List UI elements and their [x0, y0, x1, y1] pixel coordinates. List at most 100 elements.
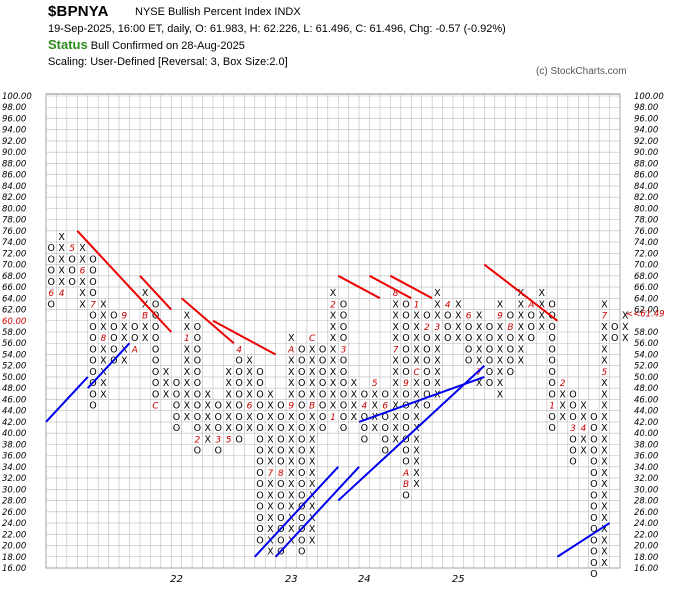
x-box: X	[288, 389, 295, 400]
x-box: X	[58, 232, 65, 243]
x-box: X	[184, 311, 191, 322]
y-tick-label-left: 100.00	[2, 92, 32, 102]
month-mark: 5	[226, 435, 232, 445]
o-box: O	[381, 423, 388, 434]
o-box: O	[235, 401, 242, 412]
o-box: O	[298, 389, 305, 400]
bullish-support-line	[274, 466, 360, 558]
o-box: O	[173, 423, 180, 434]
month-mark: 4	[236, 345, 242, 355]
y-tick-label-right: 92.00	[634, 137, 658, 147]
x-box: X	[184, 322, 191, 333]
y-tick-label-left: 70.00	[2, 261, 26, 271]
x-box: X	[455, 311, 462, 322]
month-mark: 1	[414, 300, 420, 310]
o-box: O	[152, 299, 159, 310]
bullish-support-line	[337, 364, 486, 502]
x-box: X	[142, 333, 149, 344]
x-box: X	[392, 389, 399, 400]
y-tick-label-right: 32.00	[634, 474, 658, 484]
y-tick-label-right: 48.00	[634, 384, 658, 394]
o-box: O	[277, 513, 284, 524]
o-box: O	[235, 378, 242, 389]
o-box: O	[256, 479, 263, 490]
y-tick-label-right: 72.00	[634, 249, 658, 259]
x-box: X	[601, 513, 608, 524]
x-box: X	[288, 457, 295, 468]
y-tick-label-left: 36.00	[2, 452, 26, 462]
chart-symbol: $BPNYA	[48, 3, 109, 20]
o-box: O	[298, 344, 305, 355]
x-box: X	[601, 535, 608, 546]
o-box: O	[444, 333, 451, 344]
x-box: X	[309, 434, 316, 445]
o-box: O	[340, 322, 347, 333]
month-mark: 4	[445, 300, 451, 310]
y-tick-label-right: 18.00	[634, 553, 658, 563]
x-box: X	[413, 434, 420, 445]
x-box: X	[309, 524, 316, 535]
o-box: O	[214, 412, 221, 423]
o-box: O	[340, 333, 347, 344]
o-box: O	[298, 434, 305, 445]
o-box: O	[548, 389, 555, 400]
x-box: X	[288, 502, 295, 513]
x-box: X	[434, 288, 441, 299]
o-box: O	[548, 344, 555, 355]
x-box: X	[601, 322, 608, 333]
x-box: X	[309, 367, 316, 378]
y-tick-label-right: 86.00	[634, 171, 658, 181]
bearish-resistance-line	[139, 275, 172, 311]
o-box: O	[277, 457, 284, 468]
o-box: O	[590, 446, 597, 457]
y-tick-label-right: 46.00	[634, 395, 658, 405]
x-box: X	[371, 401, 378, 412]
x-box: X	[434, 299, 441, 310]
x-box: X	[497, 344, 504, 355]
o-box: O	[507, 367, 514, 378]
o-box: O	[590, 535, 597, 546]
o-box: O	[110, 311, 117, 322]
x-box: X	[246, 389, 253, 400]
x-box: X	[330, 344, 337, 355]
x-box: X	[288, 468, 295, 479]
x-box: X	[79, 243, 86, 254]
x-box: X	[121, 333, 128, 344]
y-tick-label-right: 74.00	[634, 238, 658, 248]
month-mark: 1	[549, 402, 555, 412]
x-box: X	[559, 401, 566, 412]
scaling-info: Scaling: User-Defined [Reversal: 3, Box …	[48, 56, 288, 68]
o-box: O	[465, 344, 472, 355]
o-box: O	[89, 333, 96, 344]
o-box: O	[277, 535, 284, 546]
x-box: X	[413, 457, 420, 468]
y-tick-label-right: 38.00	[634, 440, 658, 450]
o-box: O	[340, 378, 347, 389]
x-box: X	[246, 412, 253, 423]
month-mark: B	[507, 323, 513, 333]
o-box: O	[319, 367, 326, 378]
o-box: O	[319, 412, 326, 423]
bearish-resistance-line	[337, 274, 381, 300]
x-box: X	[330, 389, 337, 400]
x-box: X	[601, 356, 608, 367]
o-box: O	[590, 513, 597, 524]
o-box: O	[235, 434, 242, 445]
o-box: O	[152, 333, 159, 344]
o-box: O	[444, 322, 451, 333]
x-box: X	[309, 423, 316, 434]
x-box: X	[392, 311, 399, 322]
x-axis-label: 23	[285, 574, 298, 585]
x-box: X	[601, 333, 608, 344]
x-box: X	[309, 535, 316, 546]
bullish-support-line	[358, 376, 485, 423]
x-box: X	[538, 288, 545, 299]
y-tick-label-left: 90.00	[2, 148, 26, 158]
y-tick-label-left: 68.00	[2, 272, 26, 282]
o-box: O	[298, 423, 305, 434]
x-box: X	[205, 389, 212, 400]
o-box: O	[277, 490, 284, 501]
x-box: X	[518, 333, 525, 344]
month-mark: B	[142, 312, 148, 322]
